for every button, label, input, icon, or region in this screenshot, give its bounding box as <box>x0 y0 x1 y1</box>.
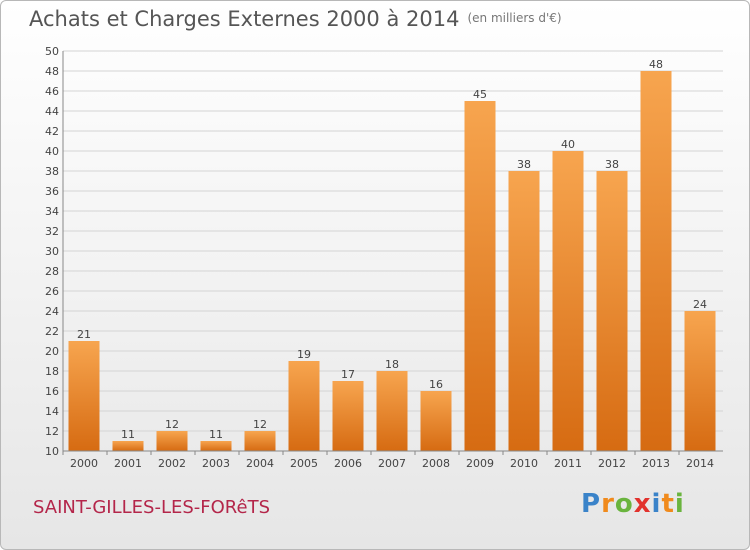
bar-value-label: 11 <box>121 428 135 441</box>
bar-value-label: 12 <box>165 418 179 431</box>
bar-value-label: 24 <box>693 298 707 311</box>
bar-value-label: 19 <box>297 348 311 361</box>
bar-2001 <box>112 441 144 451</box>
bar-value-label: 16 <box>429 378 443 391</box>
logo-letter: r <box>601 489 615 519</box>
y-tick-label: 34 <box>45 205 59 218</box>
y-tick-label: 20 <box>45 345 59 358</box>
chart-subtitle: (en milliers d'€) <box>467 11 562 25</box>
logo-letter: o <box>614 489 634 519</box>
y-tick-label: 48 <box>45 65 59 78</box>
y-tick-label: 42 <box>45 125 59 138</box>
bar-2006 <box>332 381 364 451</box>
y-tick-label: 28 <box>45 265 59 278</box>
bar-2009 <box>464 101 496 451</box>
x-tick-label: 2006 <box>334 457 362 470</box>
bar-value-label: 18 <box>385 358 399 371</box>
y-tick-label: 16 <box>45 385 59 398</box>
y-tick-label: 44 <box>45 105 59 118</box>
bar-value-label: 12 <box>253 418 267 431</box>
logo-letter: x <box>633 489 652 519</box>
bar-2010 <box>508 171 540 451</box>
y-tick-label: 50 <box>45 45 59 58</box>
x-tick-label: 2001 <box>114 457 142 470</box>
x-tick-label: 2002 <box>158 457 186 470</box>
y-tick-label: 24 <box>45 305 59 318</box>
x-tick-label: 2010 <box>510 457 538 470</box>
town-name: SAINT-GILLES-LES-FORêTS <box>33 497 270 518</box>
y-tick-label: 46 <box>45 85 59 98</box>
bar-value-label: 11 <box>209 428 223 441</box>
bar-2000 <box>68 341 100 451</box>
x-tick-label: 2012 <box>598 457 626 470</box>
bar-2014 <box>684 311 716 451</box>
logo-letter: t <box>661 489 675 519</box>
bar-value-label: 48 <box>649 58 663 71</box>
y-tick-label: 38 <box>45 165 59 178</box>
chart-title: Achats et Charges Externes 2000 à 2014 (e… <box>29 7 562 31</box>
y-tick-label: 12 <box>45 425 59 438</box>
y-tick-label: 18 <box>45 365 59 378</box>
proxiti-logo: Proxiti <box>581 489 685 519</box>
y-tick-label: 10 <box>45 445 59 458</box>
logo-letter: P <box>581 489 602 519</box>
bar-value-label: 17 <box>341 368 355 381</box>
y-tick-label: 14 <box>45 405 59 418</box>
bar-2002 <box>156 431 188 451</box>
bar-value-label: 38 <box>605 158 619 171</box>
y-axis-ticks: 10 12 14 16 18 20 22 24 26 28 30 32 34 36 38 40 42 44 46 48… <box>45 45 59 458</box>
bar-value-label: 21 <box>77 328 91 341</box>
logo-letter: i <box>674 489 685 519</box>
bar-2005 <box>288 361 320 451</box>
y-tick-label: 36 <box>45 185 59 198</box>
bar-2012 <box>596 171 628 451</box>
bar-value-label: 38 <box>517 158 531 171</box>
y-tick-label: 26 <box>45 285 59 298</box>
x-tick-label: 2013 <box>642 457 670 470</box>
axes <box>62 51 723 452</box>
x-tick-label: 2003 <box>202 457 230 470</box>
chart-title-text: Achats et Charges Externes 2000 à 2014 <box>29 7 460 31</box>
bar-2008 <box>420 391 452 451</box>
y-tick-label: 40 <box>45 145 59 158</box>
bars: 21 11 12 11 12 19 17 18 16 45 38 40 38 48 24 <box>68 58 716 451</box>
bar-2011 <box>552 151 584 451</box>
bar-2004 <box>244 431 276 451</box>
bar-2003 <box>200 441 232 451</box>
x-tick-label: 2014 <box>686 457 714 470</box>
y-tick-label: 30 <box>45 245 59 258</box>
y-tick-label: 32 <box>45 225 59 238</box>
bar-value-label: 45 <box>473 88 487 101</box>
x-tick-label: 2011 <box>554 457 582 470</box>
x-axis-ticks: 2000 2001 2002 2003 2004 2005 2006 2007 2008 2009… <box>62 451 714 470</box>
x-tick-label: 2008 <box>422 457 450 470</box>
bar-2007 <box>376 371 408 451</box>
x-tick-label: 2004 <box>246 457 274 470</box>
y-tick-label: 22 <box>45 325 59 338</box>
x-tick-label: 2005 <box>290 457 318 470</box>
bar-2013 <box>640 71 672 451</box>
bar-value-label: 40 <box>561 138 575 151</box>
x-tick-label: 2009 <box>466 457 494 470</box>
x-tick-label: 2007 <box>378 457 406 470</box>
x-tick-label: 2000 <box>70 457 98 470</box>
logo-letter: i <box>651 489 662 519</box>
